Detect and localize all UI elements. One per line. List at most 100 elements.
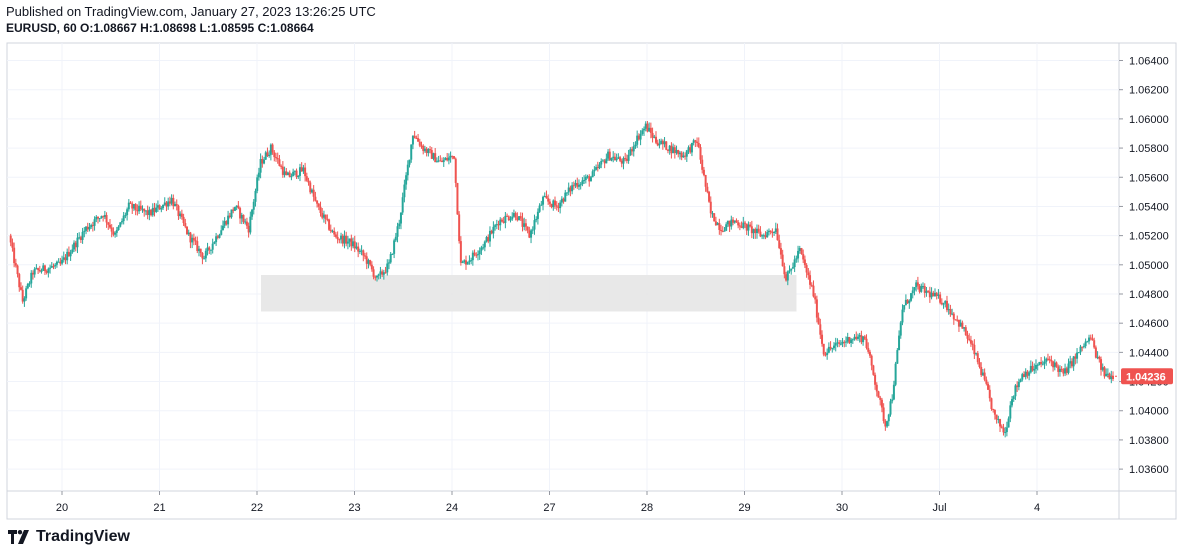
candle — [290, 173, 293, 181]
candle-body — [18, 274, 21, 288]
candle — [1096, 351, 1099, 360]
candle-body — [245, 221, 248, 226]
candle — [629, 147, 632, 157]
candle — [922, 282, 925, 289]
candle-body — [1019, 379, 1022, 382]
candle — [495, 219, 498, 230]
candle — [625, 154, 628, 164]
candle — [738, 222, 741, 231]
candle-body — [401, 197, 404, 213]
candle-body — [175, 204, 178, 206]
candle-body — [25, 288, 28, 299]
candle — [810, 282, 813, 288]
candle-body — [304, 167, 307, 177]
x-tick-label: 27 — [543, 502, 555, 514]
candle — [376, 275, 378, 282]
candle — [355, 242, 358, 250]
candle — [530, 228, 533, 244]
candle-body — [230, 209, 233, 218]
candle — [764, 231, 767, 240]
candle — [723, 227, 726, 232]
candle-body — [904, 299, 907, 306]
candle — [954, 319, 957, 321]
candle-body — [345, 235, 348, 244]
candle — [33, 267, 36, 278]
candle-body — [441, 160, 444, 163]
candle — [346, 235, 349, 250]
candle-body — [98, 218, 101, 220]
candle-body — [507, 216, 510, 221]
candle — [747, 221, 750, 236]
candle — [453, 156, 456, 160]
candle-body — [292, 171, 295, 177]
candle — [843, 340, 846, 348]
candle — [1017, 378, 1020, 391]
candle — [759, 226, 762, 238]
candle — [1110, 370, 1113, 384]
candle — [31, 270, 34, 280]
candle-body — [1112, 375, 1114, 379]
candle — [379, 266, 382, 279]
candle — [406, 160, 409, 181]
x-tick-label: 29 — [738, 502, 750, 514]
candle-body — [968, 338, 971, 341]
candle-body — [896, 350, 899, 364]
candle — [442, 157, 445, 167]
candle — [863, 334, 866, 341]
candle-body — [254, 190, 257, 202]
candle — [860, 330, 863, 345]
candle — [1045, 357, 1048, 366]
candle-body — [405, 175, 408, 185]
tradingview-logo[interactable]: TradingView — [8, 528, 130, 546]
candle — [927, 290, 930, 294]
candle-body — [992, 409, 995, 411]
candle — [550, 203, 553, 209]
time-axis: 20 21 22 23 24 27 28 29 30 Jul 4 — [56, 491, 1040, 514]
candle — [162, 204, 165, 211]
candle-body — [1014, 385, 1017, 397]
candle — [62, 251, 65, 263]
candle — [884, 419, 887, 431]
candle-body — [939, 294, 942, 303]
candle-body — [714, 221, 717, 226]
candle — [381, 269, 384, 277]
candle — [1041, 360, 1044, 366]
candle-body — [726, 220, 729, 225]
candle-body — [251, 209, 254, 217]
candle — [997, 415, 1000, 424]
candle — [370, 261, 373, 272]
candle — [898, 330, 901, 351]
candle-body — [752, 229, 755, 234]
candle-body — [851, 339, 854, 341]
candle-body — [901, 309, 904, 323]
candle-body — [708, 191, 711, 202]
candle — [405, 172, 408, 190]
candle — [658, 138, 661, 149]
candle-body — [766, 232, 769, 238]
candle — [208, 246, 211, 255]
candle-body — [564, 192, 567, 202]
candle — [514, 211, 517, 221]
candle — [882, 403, 885, 424]
candle — [945, 295, 948, 313]
candle-body — [514, 213, 517, 218]
candle — [98, 217, 101, 222]
candle-body — [468, 260, 471, 262]
candle-body — [1029, 365, 1032, 373]
candle-body — [884, 421, 887, 427]
candle-body — [91, 225, 94, 227]
candle — [182, 213, 185, 226]
candle-body — [1077, 352, 1080, 354]
candle-body — [1041, 363, 1044, 365]
candle — [30, 270, 33, 288]
candle-body — [559, 202, 562, 209]
candle-body — [531, 229, 534, 231]
candle — [562, 197, 565, 204]
candle — [435, 157, 438, 163]
candle-body — [307, 180, 310, 183]
candle-body — [987, 383, 990, 390]
candle — [1077, 351, 1080, 354]
candle — [1000, 424, 1003, 429]
candle-body — [887, 414, 890, 422]
